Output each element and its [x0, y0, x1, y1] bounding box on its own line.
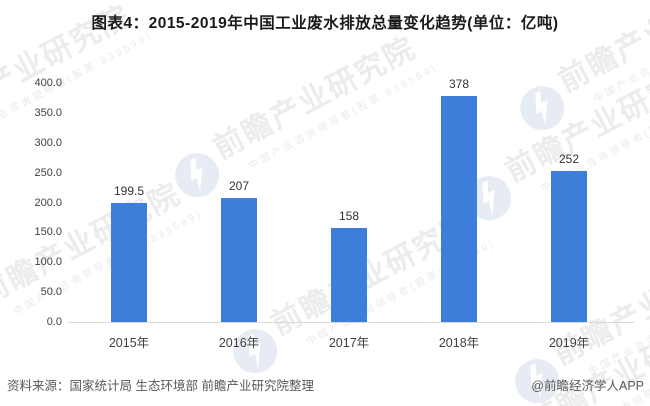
bar-value-label: 252 — [558, 152, 580, 166]
y-axis-tick-label: 350.0 — [34, 106, 62, 119]
y-axis-tick-label: 250.0 — [34, 166, 62, 179]
x-axis-label: 2016年 — [218, 336, 260, 350]
y-axis-tick-label: 100.0 — [34, 256, 62, 269]
source-note: 资料来源：国家统计局 生态环境部 前瞻产业研究院整理 — [7, 379, 314, 393]
x-axis-label: 2015年 — [108, 336, 150, 350]
x-axis-label: 2019年 — [548, 336, 590, 350]
bar-value-label: 158 — [338, 209, 360, 223]
plot-area: 199.5 2015年 207 2016年 158 2017年 378 2018年 252 201… — [74, 77, 624, 350]
qianzhan-logo-icon — [225, 321, 285, 381]
bar-2015年 — [111, 203, 147, 322]
x-axis-label: 2017年 — [328, 336, 370, 350]
y-axis-tick-label: 400.0 — [34, 77, 62, 89]
x-axis-label: 2018年 — [438, 336, 480, 350]
y-axis: 0.0 50.0 100.0 150.0 200.0 250.0 300.0 350.0 400… — [0, 77, 62, 328]
y-axis-tick-label: 0.0 — [46, 316, 62, 328]
y-axis-tick-label: 200.0 — [34, 196, 62, 209]
x-axis-line — [68, 322, 634, 323]
bar-2018年 — [441, 96, 477, 322]
bar-2019年 — [551, 171, 587, 322]
y-axis-tick-label: 300.0 — [34, 136, 62, 149]
y-axis-tick-label: 150.0 — [34, 226, 62, 239]
bar-value-label: 378 — [448, 77, 470, 91]
bar-2016年 — [221, 198, 257, 322]
bar-2017年 — [331, 228, 367, 322]
footer-row: 资料来源：国家统计局 生态环境部 前瞻产业研究院整理 @前瞻经济学人APP — [7, 375, 644, 394]
chart-title: 图表4：2015-2019年中国工业废水排放总量变化趋势(单位：亿吨) — [91, 15, 559, 32]
credit: @前瞻经济学人APP — [531, 379, 644, 393]
bar-value-label: 207 — [228, 179, 250, 193]
bar-value-label: 199.5 — [113, 184, 145, 198]
y-axis-tick-label: 50.0 — [40, 286, 62, 299]
